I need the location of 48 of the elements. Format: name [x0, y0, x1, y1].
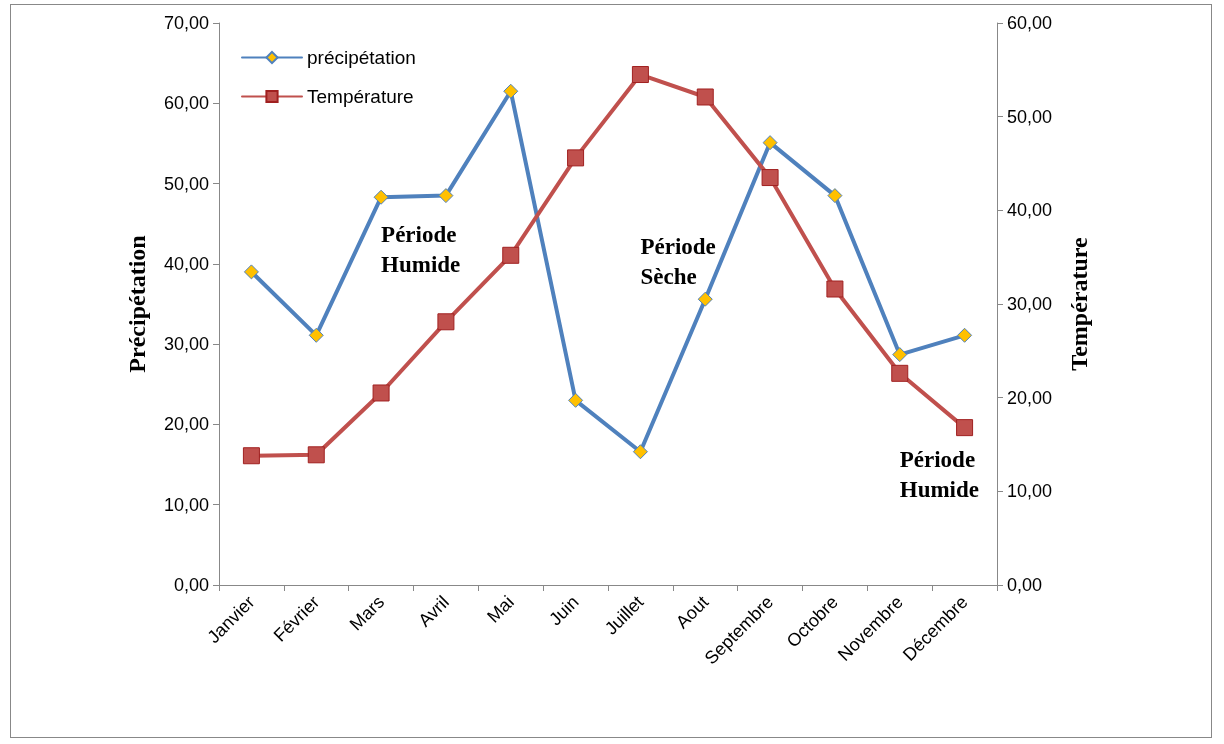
- point: [892, 347, 908, 363]
- y2-tick-label: 0,00: [1007, 575, 1043, 595]
- y-tick-label: 40,00: [163, 253, 209, 274]
- point: [761, 169, 779, 187]
- y2-tick-label: 60,00: [1007, 13, 1053, 33]
- point: [827, 188, 843, 204]
- point: [438, 188, 454, 204]
- point: [503, 83, 519, 99]
- x-tick-label: Juin: [545, 591, 583, 630]
- point: [632, 444, 648, 460]
- point: [762, 135, 778, 151]
- point: [372, 384, 390, 402]
- point: [696, 88, 714, 106]
- y2-tick-label: 30,00: [1007, 294, 1053, 314]
- point: [826, 280, 844, 298]
- point: [242, 447, 260, 465]
- point: [243, 264, 259, 280]
- y2-tick-label: 10,00: [1007, 481, 1053, 502]
- point: [891, 364, 909, 382]
- point: [697, 291, 713, 307]
- x-tick-label: Mai: [483, 591, 518, 627]
- point: [567, 149, 585, 167]
- y-tick-label: 30,00: [163, 334, 209, 355]
- y-axis-title: Précipétation: [124, 235, 150, 373]
- annotation: Période Sèche: [640, 234, 716, 290]
- y-tick-label: 70,00: [163, 13, 209, 33]
- y2-tick-label: 50,00: [1007, 106, 1053, 127]
- y-tick-label: 50,00: [163, 173, 209, 194]
- point: [307, 446, 325, 464]
- point: [373, 189, 389, 205]
- point: [437, 313, 455, 331]
- y2-tick-label: 40,00: [1007, 200, 1053, 221]
- legend-label: Température: [307, 86, 414, 107]
- annotation: Période Humide: [899, 447, 979, 502]
- point: [568, 392, 584, 408]
- point: [957, 327, 973, 343]
- point: [631, 66, 649, 84]
- y-tick-label: 20,00: [163, 414, 209, 435]
- legend-label: précipétation: [307, 47, 416, 68]
- annotation: Période Humide: [381, 222, 461, 278]
- y-tick-label: 60,00: [163, 93, 209, 114]
- point: [502, 246, 520, 264]
- y-tick-label: 0,00: [173, 575, 209, 595]
- y-tick-label: 10,00: [163, 494, 209, 515]
- y2-axis-title: Température: [1066, 237, 1092, 371]
- point: [308, 327, 324, 343]
- y2-tick-label: 20,00: [1007, 387, 1053, 408]
- point: [956, 419, 974, 437]
